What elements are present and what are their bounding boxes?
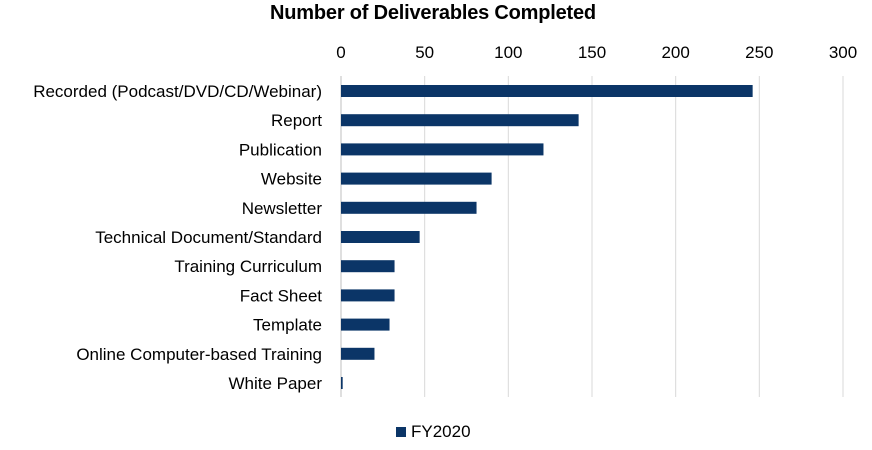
bar xyxy=(341,201,477,214)
category-label: Report xyxy=(271,111,322,130)
category-label: Online Computer-based Training xyxy=(76,345,322,364)
category-label: Training Curriculum xyxy=(174,257,322,276)
category-label: Recorded (Podcast/DVD/CD/Webinar) xyxy=(33,82,322,101)
bar xyxy=(341,172,492,185)
category-label: Template xyxy=(253,316,322,335)
x-tick-label: 250 xyxy=(745,43,773,62)
bar xyxy=(341,231,420,243)
legend: FY2020 xyxy=(396,421,471,443)
x-tick-label: 100 xyxy=(494,43,522,62)
bar xyxy=(341,289,395,302)
chart-title: Number of Deliverables Completed xyxy=(270,2,596,24)
bar xyxy=(341,318,390,331)
x-tick-label: 200 xyxy=(661,43,689,62)
category-label: Technical Document/Standard xyxy=(95,228,322,247)
legend-label: FY2020 xyxy=(411,422,471,441)
category-label: Website xyxy=(261,170,322,189)
x-tick-label: 150 xyxy=(578,43,606,62)
category-label: White Paper xyxy=(228,374,322,393)
legend-swatch xyxy=(396,427,406,437)
category-label: Publication xyxy=(239,140,322,159)
category-label: Newsletter xyxy=(242,199,323,218)
bar xyxy=(341,85,753,97)
bar xyxy=(341,347,375,360)
x-tick-label: 300 xyxy=(829,43,857,62)
bar xyxy=(341,114,579,127)
bar xyxy=(341,143,544,156)
bar xyxy=(341,260,395,273)
x-tick-label: 0 xyxy=(336,43,345,62)
bar xyxy=(341,377,343,389)
category-label: Fact Sheet xyxy=(240,286,322,305)
x-tick-label: 50 xyxy=(415,43,434,62)
